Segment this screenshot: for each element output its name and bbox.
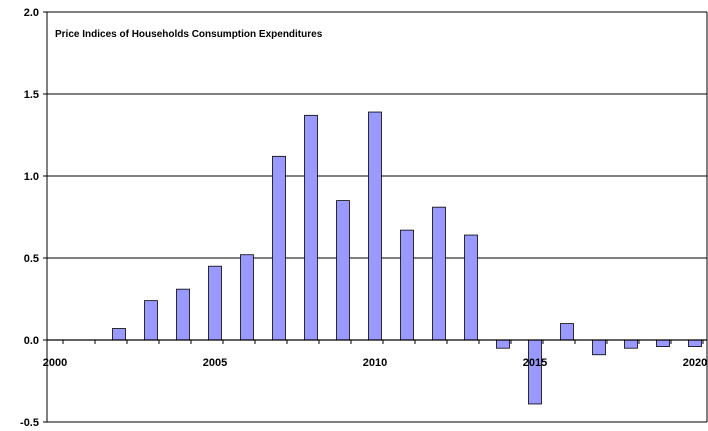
bar-2010	[368, 111, 382, 341]
bar-2015	[528, 339, 542, 405]
bar-2003	[144, 300, 158, 341]
bar-2013	[464, 234, 478, 341]
bars	[112, 111, 702, 405]
axes	[43, 11, 708, 423]
bar-2011	[400, 229, 414, 341]
bar-2008	[304, 114, 318, 341]
y-tick-label-0: -0.5	[20, 417, 39, 429]
bar-2018	[624, 339, 638, 349]
x-tick-label-2020: 2020	[683, 357, 707, 369]
bar-2019	[656, 339, 670, 347]
y-tick-label-5: 2.0	[24, 7, 39, 19]
x-tick-label-2015: 2015	[523, 357, 547, 369]
bar-2005	[208, 265, 222, 341]
bar-2002	[112, 328, 126, 341]
bar-2012	[432, 206, 446, 341]
y-tick-label-3: 1.0	[24, 171, 39, 183]
bar-2017	[592, 339, 606, 356]
bar-2004	[176, 288, 190, 341]
x-tick-label-2000: 2000	[43, 357, 67, 369]
bar-2014	[496, 339, 510, 349]
y-tick-label-1: 0.0	[24, 335, 39, 347]
y-tick-label-4: 1.5	[24, 89, 39, 101]
bar-2016	[560, 323, 574, 341]
tick-labels: -0.5 0.0 0.5 1.0 1.5 2.0 2000 2005 2010 2015 2020	[20, 7, 707, 429]
y-tick-label-2: 0.5	[24, 253, 39, 265]
x-tick-label-2010: 2010	[363, 357, 387, 369]
chart-title: Price Indices of Households Consumption …	[55, 29, 323, 40]
bar-2009	[336, 200, 350, 341]
bar-2006	[240, 254, 254, 341]
x-tick-label-2005: 2005	[203, 357, 227, 369]
bar-2020	[688, 339, 702, 347]
bar-2007	[272, 155, 286, 341]
